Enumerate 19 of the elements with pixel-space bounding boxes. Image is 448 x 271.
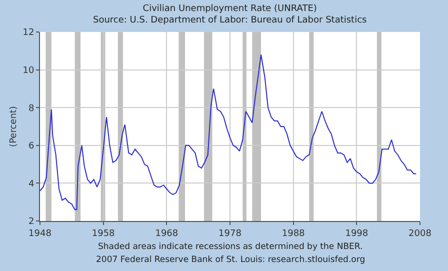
y-tick-label: 10 (22, 66, 34, 76)
x-tick-label: 1948 (28, 228, 52, 239)
x-tick-label: 1988 (282, 228, 306, 239)
x-tick-label: 1978 (218, 228, 242, 239)
y-tick-label: 6 (28, 142, 34, 152)
text: Shaded areas indicate recessions as determined by the NBER. (98, 242, 363, 252)
y-tick-label: 12 (22, 28, 34, 38)
chart-title: Civilian Unemployment Rate (UNRATE) (142, 4, 317, 14)
y-tick-label: 2 (28, 217, 34, 228)
x-tick-label: 1958 (92, 228, 116, 239)
x-tick-label: 2008 (408, 228, 432, 239)
y-axis-title: (Percent) (9, 106, 20, 147)
x-tick-label: 1998 (345, 228, 368, 239)
y-tick-label: 4 (28, 179, 34, 190)
line-series (40, 54, 417, 210)
y-tick-label: 8 (28, 104, 34, 114)
chart-subtitle: Source: U.S. Department of Labor: Bureau of Labor Statistics (93, 16, 368, 26)
text: 2007 Federal Reserve Bank of St. Louis: research.stlouisfed.org (96, 255, 366, 265)
x-tick-label: 1968 (155, 228, 178, 239)
